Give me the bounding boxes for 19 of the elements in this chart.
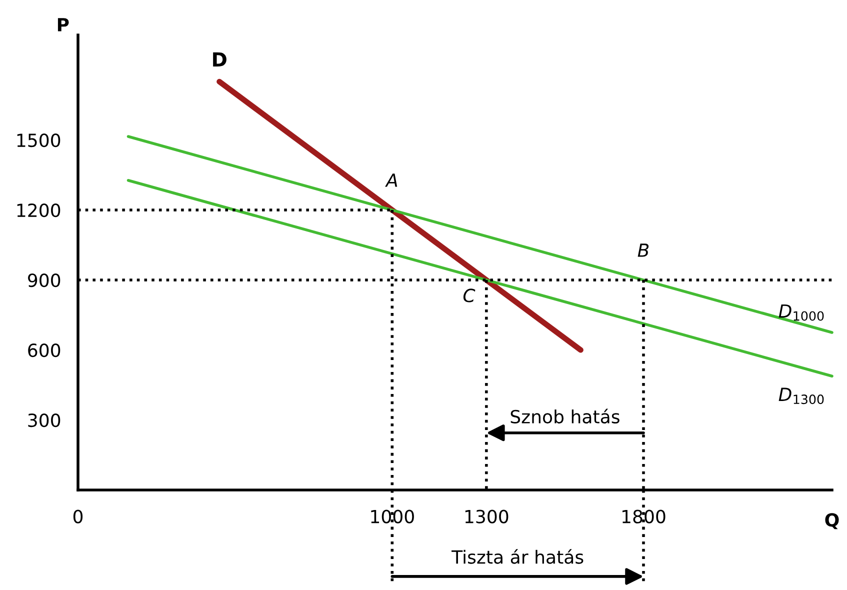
y-tick-label: 900 [28, 273, 60, 288]
y-tick-label: 1200 [17, 203, 60, 218]
x-tick-label: 1300 [465, 510, 508, 524]
x-tick-label: 1000 [371, 510, 414, 524]
annotation: A [385, 174, 398, 187]
annotation: B [638, 244, 649, 257]
series-label: D [213, 52, 226, 67]
y-tick-label: 1500 [17, 133, 60, 148]
y-axis-title: P [58, 18, 69, 32]
series-label: D$_{1300}$ [778, 388, 824, 404]
annotation: Sznob hatás [510, 408, 620, 424]
x-tick-label: 0 [73, 510, 83, 524]
x-axis-title: Q [825, 513, 839, 530]
text: Tiszta ár hatás [452, 549, 584, 564]
x-tick-label: 1800 [622, 510, 666, 524]
y-tick-label: 600 [28, 343, 60, 358]
series-label: D$_{1000}$ [778, 304, 824, 321]
y-tick-label: 300 [28, 413, 60, 428]
annotation: C [463, 288, 476, 302]
